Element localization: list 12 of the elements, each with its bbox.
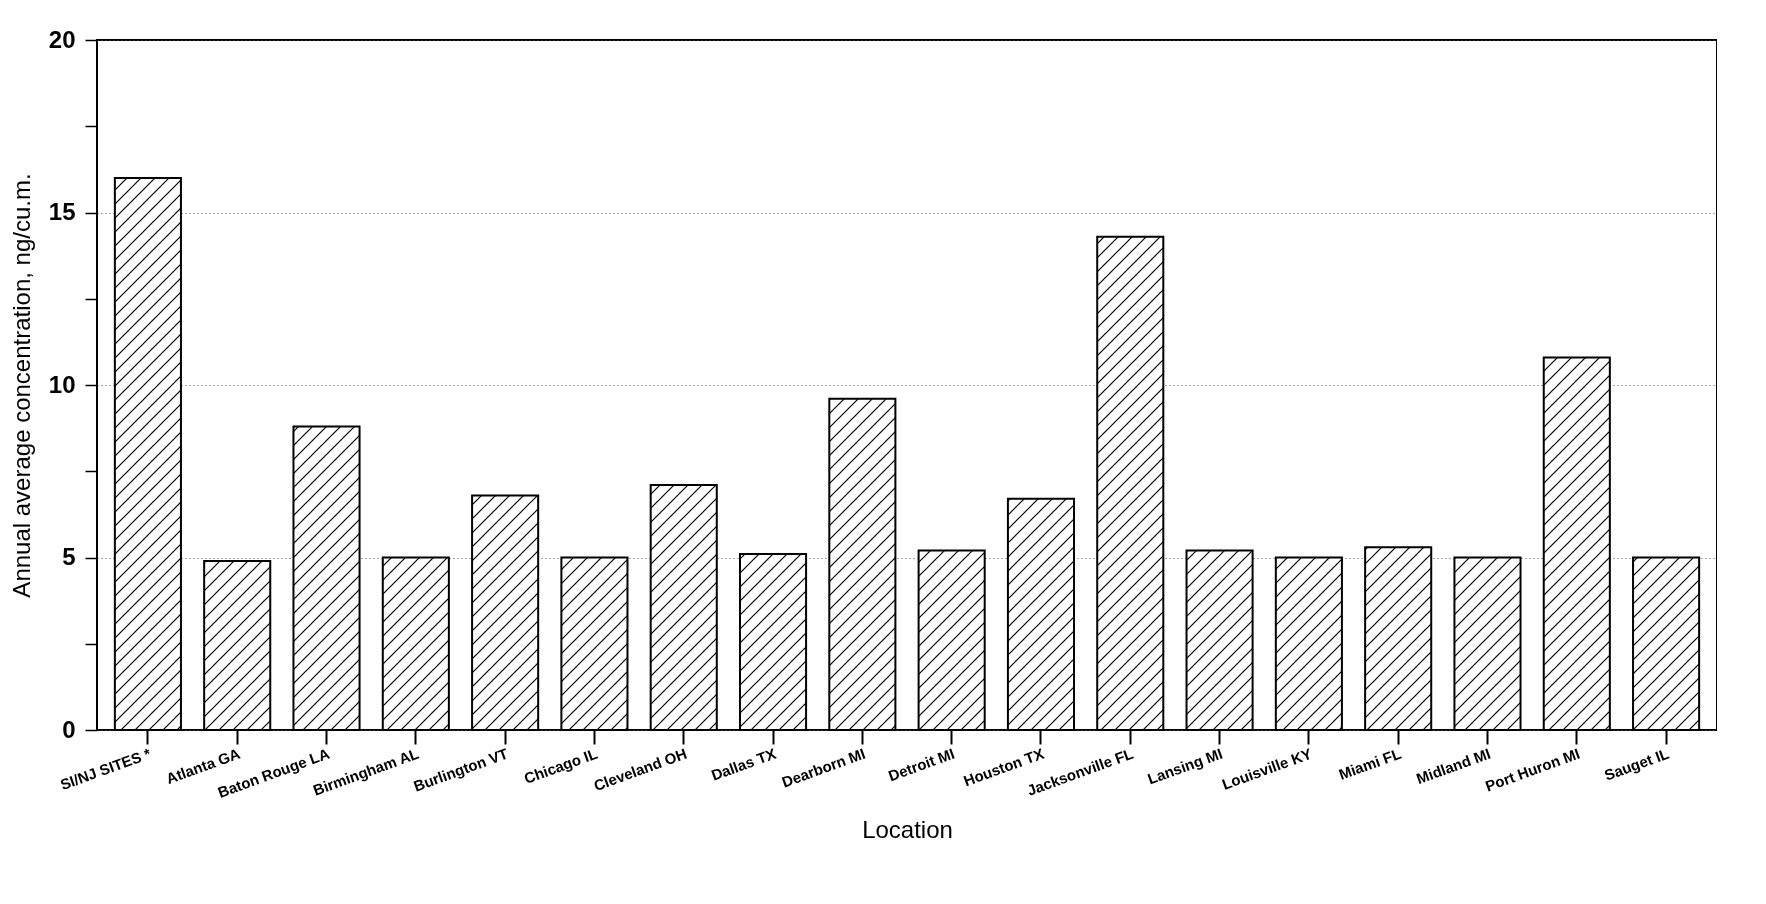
y-axis-title: Annual average concentration, ng/cu.m. (7, 173, 35, 598)
y-tick-label: 20 (48, 25, 76, 53)
x-tick-label: SI/NJ SITES * (57, 744, 154, 794)
x-tick-label: Dallas TX (708, 744, 779, 784)
x-axis-title: Location (862, 815, 953, 843)
x-tick-label: Sauget IL (1601, 744, 1672, 784)
x-tick-label: Detroit MI (885, 744, 957, 785)
y-tick-label: 10 (48, 370, 76, 398)
x-tick-label: Miami FL (1336, 744, 1404, 783)
y-tick-label: 0 (62, 715, 76, 743)
y-tick-label: 15 (48, 198, 76, 225)
y-tick-label: 5 (62, 543, 76, 570)
